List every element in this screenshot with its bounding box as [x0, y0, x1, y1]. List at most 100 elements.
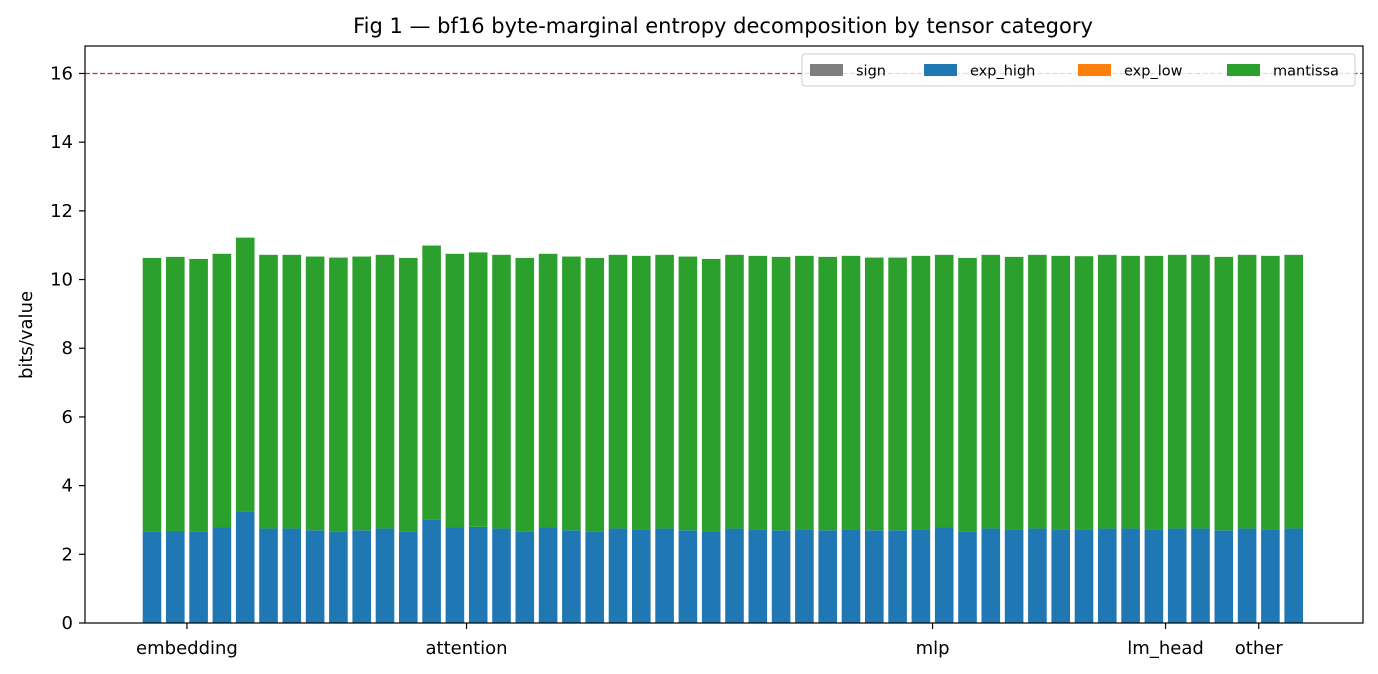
bar-exp_high-30	[841, 529, 861, 623]
bar-exp_high-32	[888, 530, 907, 623]
bar-exp_high-5	[259, 528, 278, 623]
axes-layer: 0 2 4 6 8 10 12 14 16 embedding attention mlp lm_hea…	[50, 45, 1364, 659]
bar-exp_high-37	[1004, 529, 1024, 623]
bar-exp_high-4	[235, 511, 255, 623]
bar-exp_high-8	[329, 531, 348, 623]
bar-exp_high-19	[585, 531, 604, 623]
bar-exp_high-11	[399, 531, 418, 623]
bar-exp_high-23	[678, 530, 698, 623]
bar-exp_high-48	[1261, 529, 1280, 623]
bar-exp_high-49	[1284, 528, 1303, 623]
bar-mantissa-41	[1098, 254, 1117, 529]
bar-exp_high-38	[1028, 528, 1047, 623]
bar-mantissa-37	[1004, 256, 1024, 530]
bar-exp_high-36	[981, 528, 1001, 623]
bar-mantissa-21	[632, 255, 651, 530]
bar-exp_high-7	[305, 530, 325, 623]
bar-exp_high-40	[1074, 529, 1094, 623]
legend-swatch-sign	[810, 64, 843, 76]
bar-mantissa-48	[1261, 255, 1280, 530]
bar-mantissa-3	[212, 253, 232, 528]
y-tick-label: 2	[62, 544, 73, 565]
bar-mantissa-13	[445, 253, 465, 528]
bar-exp_high-3	[212, 527, 232, 623]
bar-exp_high-29	[818, 530, 837, 623]
bar-mantissa-38	[1028, 254, 1047, 529]
bar-exp_high-1	[166, 530, 185, 623]
bar-mantissa-27	[771, 256, 791, 531]
bar-mantissa-28	[795, 255, 814, 530]
bar-mantissa-20	[608, 254, 628, 529]
legend: sign exp_high exp_low mantissa	[801, 53, 1356, 87]
bar-exp_high-26	[748, 529, 768, 623]
x-tick-label-mlp: mlp	[916, 638, 950, 659]
bar-exp_high-33	[911, 529, 931, 623]
bar-exp_high-12	[422, 519, 441, 623]
bar-mantissa-44	[1167, 254, 1187, 529]
bar-mantissa-4	[235, 237, 255, 512]
bar-mantissa-8	[329, 257, 348, 532]
bars-layer	[142, 237, 1303, 623]
legend-label-exp_high: exp_high	[970, 64, 1035, 80]
bar-mantissa-15	[492, 254, 511, 529]
bar-exp_high-17	[538, 527, 558, 623]
bar-mantissa-35	[958, 257, 977, 532]
bar-exp_high-10	[375, 528, 395, 623]
bar-mantissa-40	[1074, 256, 1094, 530]
chart-title: Fig 1 — bf16 byte-marginal entropy decom…	[353, 14, 1093, 38]
y-axis-label: bits/value	[16, 291, 37, 379]
bar-mantissa-23	[678, 256, 698, 531]
bar-mantissa-39	[1051, 255, 1070, 530]
bar-mantissa-32	[888, 257, 907, 531]
bar-exp_high-25	[725, 528, 744, 623]
x-tick-label-lm_head: lm_head	[1127, 638, 1203, 659]
bar-mantissa-33	[911, 255, 931, 530]
bar-mantissa-17	[538, 253, 558, 528]
bar-exp_high-15	[492, 528, 511, 623]
bar-mantissa-18	[562, 256, 581, 531]
bar-mantissa-10	[375, 254, 395, 529]
bar-exp_high-43	[1144, 529, 1164, 623]
bar-mantissa-36	[981, 254, 1001, 529]
bar-exp_high-14	[468, 526, 488, 623]
legend-swatch-mantissa	[1227, 64, 1260, 76]
y-tick-label: 16	[50, 63, 73, 84]
bar-mantissa-6	[282, 254, 302, 529]
bar-exp_high-18	[562, 530, 581, 623]
bar-mantissa-49	[1284, 254, 1303, 529]
bar-mantissa-5	[259, 254, 278, 529]
bar-exp_high-44	[1167, 528, 1187, 623]
bar-mantissa-25	[725, 254, 744, 529]
legend-swatch-exp_low	[1078, 64, 1111, 76]
bar-mantissa-42	[1121, 255, 1140, 529]
bar-exp_high-45	[1191, 528, 1210, 623]
y-tick-label: 14	[50, 132, 73, 153]
bar-exp_high-24	[701, 531, 721, 623]
y-tick-label: 6	[62, 407, 73, 428]
bar-mantissa-30	[841, 255, 861, 530]
bar-exp_high-42	[1121, 528, 1140, 623]
bar-mantissa-45	[1191, 254, 1210, 529]
bar-exp_high-13	[445, 527, 465, 623]
bar-mantissa-2	[189, 258, 208, 532]
bar-exp_high-6	[282, 528, 302, 623]
legend-label-sign: sign	[856, 64, 886, 80]
y-tick-label: 12	[50, 201, 73, 222]
y-tick-label: 8	[62, 338, 73, 359]
plot-frame	[84, 45, 1364, 624]
bar-exp_high-21	[632, 529, 651, 623]
bar-exp_high-46	[1214, 530, 1234, 623]
legend-label-exp_low: exp_low	[1124, 64, 1183, 80]
bar-mantissa-0	[142, 257, 162, 532]
bar-exp_high-34	[934, 527, 954, 623]
x-tick-label-embedding: embedding	[136, 638, 238, 659]
bar-exp_high-9	[352, 530, 371, 623]
bar-mantissa-22	[655, 254, 674, 529]
bar-exp_high-41	[1098, 528, 1117, 623]
x-tick-label-attention: attention	[425, 638, 507, 659]
bar-mantissa-29	[818, 256, 837, 531]
bar-exp_high-22	[655, 528, 674, 623]
bar-mantissa-12	[422, 245, 441, 520]
